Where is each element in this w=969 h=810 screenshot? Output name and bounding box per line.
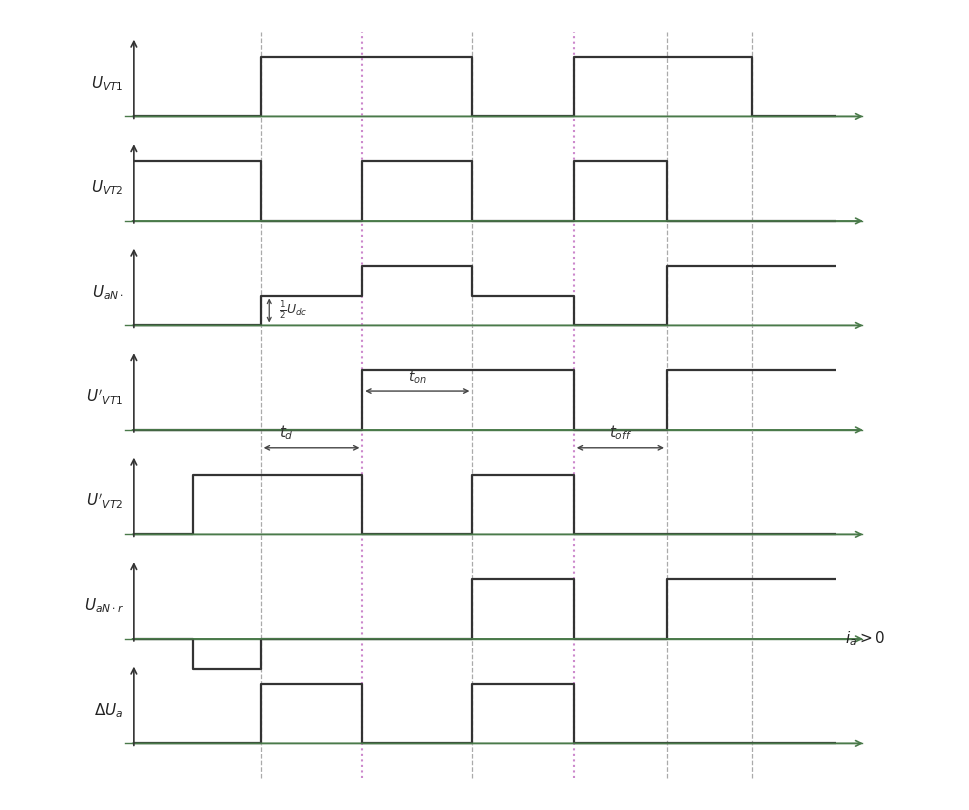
Text: $i_a > 0$: $i_a > 0$ <box>844 629 885 648</box>
Text: $U_{aN\cdot r}$: $U_{aN\cdot r}$ <box>83 597 124 616</box>
Text: $U_{aN\cdot}$: $U_{aN\cdot}$ <box>92 284 124 302</box>
Text: $U_{VT1}$: $U_{VT1}$ <box>91 75 124 93</box>
Text: $\Delta U_a$: $\Delta U_a$ <box>94 701 124 720</box>
Text: $t_{on}$: $t_{on}$ <box>407 369 426 386</box>
Text: $t_{off}$: $t_{off}$ <box>609 423 632 441</box>
Text: $\frac{1}{2}U_{dc}$: $\frac{1}{2}U_{dc}$ <box>279 300 307 322</box>
Text: $U_{VT2}$: $U_{VT2}$ <box>91 179 124 198</box>
Text: $t_d$: $t_d$ <box>278 423 294 441</box>
Text: $U'_{VT2}$: $U'_{VT2}$ <box>86 492 124 511</box>
Text: $U'_{VT1}$: $U'_{VT1}$ <box>86 387 124 407</box>
